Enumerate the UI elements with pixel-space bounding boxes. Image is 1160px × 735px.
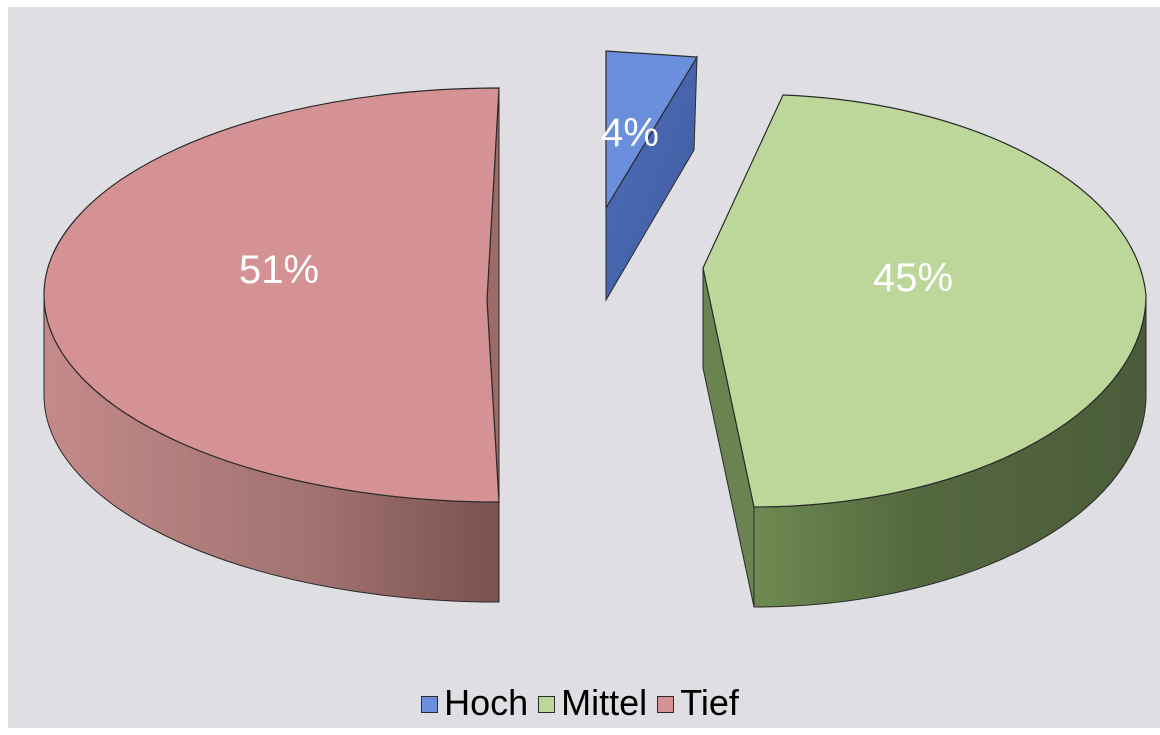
- legend-label-mittel: Mittel: [561, 682, 648, 723]
- pie-slice-hoch-top: [605, 50, 699, 211]
- data-label-tief: 51%: [239, 248, 319, 292]
- legend-item-mittel: Mittel: [538, 682, 647, 724]
- data-label-mittel: 45%: [873, 256, 953, 300]
- pie-slice-mittel: [702, 94, 1147, 608]
- pie-slice-tief-top: [43, 87, 500, 503]
- legend-label-hoch: Hoch: [444, 682, 529, 723]
- legend-swatch-tief: [657, 695, 675, 713]
- pie-slice-mittel-top: [702, 94, 1147, 508]
- pie-slice-hoch: [605, 50, 699, 302]
- legend-item-tief: Tief: [657, 682, 739, 724]
- data-label-hoch: 4%: [601, 111, 659, 155]
- legend-item-hoch: Hoch: [421, 682, 528, 724]
- legend-swatch-mittel: [538, 695, 556, 713]
- legend: Hoch Mittel Tief: [0, 680, 1160, 726]
- legend-swatch-hoch: [421, 695, 439, 713]
- pie-slice-tief: [43, 87, 500, 603]
- legend-label-tief: Tief: [680, 682, 739, 723]
